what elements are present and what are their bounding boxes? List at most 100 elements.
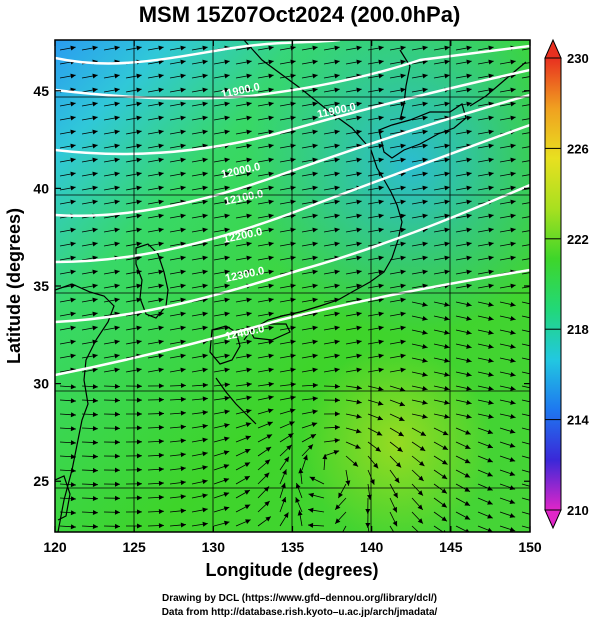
streamline-arrowhead xyxy=(532,228,537,233)
streamline-arrowhead xyxy=(180,227,186,233)
streamline-arrowhead xyxy=(180,466,186,472)
streamline-arrowhead xyxy=(114,325,120,331)
streamline-arrowhead xyxy=(224,382,230,388)
streamline-arrowhead xyxy=(224,115,230,121)
streamline-arrowhead xyxy=(466,357,472,363)
y-axis-ticks: 25 30 35 40 45 xyxy=(33,83,530,489)
streamline-arrowhead xyxy=(488,283,494,289)
streamline-arrowhead xyxy=(466,371,472,377)
streamline-arrowhead xyxy=(268,185,274,191)
streamline-arrowhead xyxy=(312,396,318,402)
streamline-arrowhead xyxy=(376,430,383,436)
streamline-arrowhead xyxy=(400,283,406,289)
streamline-arrowhead xyxy=(92,129,98,135)
streamline-arrowhead xyxy=(466,59,472,65)
streamline-arrowhead xyxy=(309,476,316,482)
streamline-arrowhead xyxy=(114,45,120,51)
streamline-arrowhead xyxy=(70,45,76,51)
streamline-arrowhead xyxy=(202,423,208,429)
streamline-arrowhead xyxy=(444,213,450,219)
streamline-arrowhead xyxy=(378,157,384,163)
streamline-arrowhead xyxy=(400,241,406,247)
streamline-arrowhead xyxy=(158,297,164,303)
streamline-arrowhead xyxy=(224,73,230,79)
streamline-arrowhead xyxy=(224,423,230,428)
streamline-arrowhead xyxy=(310,434,317,439)
streamline-arrowhead xyxy=(418,475,424,481)
streamline-arrowhead xyxy=(356,385,362,391)
streamline-arrowhead xyxy=(158,87,164,93)
streamline-arrowhead xyxy=(466,185,472,191)
streamline-arrowhead xyxy=(114,383,120,389)
streamline-arrowhead xyxy=(488,129,494,135)
streamline-arrowhead xyxy=(444,185,450,191)
streamline-arrowhead xyxy=(180,311,186,317)
streamline-arrowhead xyxy=(373,462,379,469)
height-contour-line xyxy=(55,268,530,377)
streamline-arrowhead xyxy=(268,143,274,149)
streamline-arrowhead xyxy=(395,462,402,468)
streamline-arrowhead xyxy=(488,213,494,219)
streamline-arrowhead xyxy=(136,453,142,459)
streamline-arrowhead xyxy=(70,101,76,107)
streamline-arrowhead xyxy=(268,59,274,65)
streamline-arrowhead xyxy=(532,88,537,93)
streamline-arrowhead xyxy=(444,59,450,65)
streamline-arrowhead xyxy=(114,453,120,459)
streamline-arrowhead xyxy=(510,213,516,219)
streamline-arrowhead xyxy=(356,325,362,331)
streamline-arrowhead xyxy=(420,431,426,436)
streamline-arrowhead xyxy=(488,399,494,405)
streamline-arrowhead xyxy=(378,311,384,317)
streamline-arrowhead xyxy=(268,367,274,373)
streamline-arrowhead xyxy=(356,353,362,359)
streamline-arrowhead xyxy=(158,325,164,331)
streamline-arrowhead xyxy=(488,413,494,419)
streamline-arrowhead xyxy=(356,129,362,135)
streamline-arrowhead xyxy=(532,485,538,490)
streamline-arrowhead xyxy=(334,45,340,51)
streamline-arrowhead xyxy=(268,87,274,93)
streamline-arrowhead xyxy=(532,513,537,518)
streamline-arrowhead xyxy=(487,500,493,505)
streamline-arrowhead xyxy=(158,397,164,403)
streamline-arrowhead xyxy=(488,115,494,121)
streamline-arrowhead xyxy=(245,519,251,524)
streamline-arrowhead xyxy=(334,73,340,79)
streamline-arrowhead xyxy=(158,411,164,417)
streamline-arrowhead xyxy=(180,185,186,191)
x-axis-ticks: 120 125 130 135 140 145 150 xyxy=(43,40,542,555)
streamline-arrowhead xyxy=(70,143,76,149)
streamline-arrowhead xyxy=(465,429,471,435)
streamline-arrowhead xyxy=(378,325,384,331)
streamline-arrowhead xyxy=(356,339,362,345)
streamline-arrowhead xyxy=(92,143,98,149)
streamline-arrowhead xyxy=(356,255,362,261)
streamline-arrowhead xyxy=(114,411,120,417)
streamline-arrowhead xyxy=(510,329,516,335)
colorbar: 230 226 222 218 214 210 xyxy=(544,38,589,530)
streamline-arrowhead xyxy=(136,45,142,51)
streamline-arrowhead xyxy=(356,115,362,121)
streamline-arrowhead xyxy=(400,199,406,205)
streamline-arrowhead xyxy=(510,157,516,163)
streamline-arrowhead xyxy=(244,462,251,468)
streamline-arrowhead xyxy=(281,496,287,503)
streamline-arrowhead xyxy=(92,495,98,501)
streamline-arrowhead xyxy=(136,383,142,389)
streamline-arrowhead xyxy=(510,315,516,321)
streamline-arrowhead xyxy=(268,157,274,163)
streamline-arrowhead xyxy=(509,471,516,476)
streamline-arrowhead xyxy=(295,482,301,489)
streamline-arrowhead xyxy=(532,344,537,349)
streamline-arrowhead xyxy=(444,301,450,307)
streamline-arrowhead xyxy=(92,311,98,317)
streamline-arrowhead xyxy=(246,241,252,247)
streamline-arrowhead xyxy=(356,269,362,275)
streamline-arrowhead xyxy=(334,171,340,177)
streamline-arrowhead xyxy=(400,115,406,121)
streamline-arrowhead xyxy=(466,315,472,321)
streamline-arrowhead xyxy=(466,115,472,121)
streamline-arrowhead xyxy=(441,488,447,494)
streamline-arrowhead xyxy=(92,325,98,331)
